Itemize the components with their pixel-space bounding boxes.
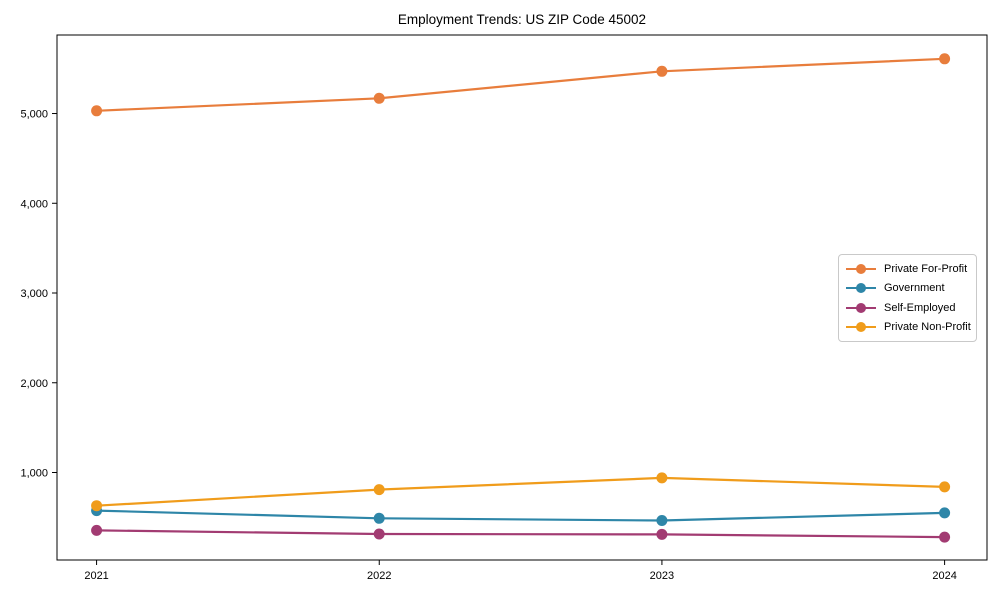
data-point (373, 512, 385, 524)
series-line (96, 509, 945, 522)
x-axis-tick-label: 2024 (932, 570, 956, 582)
data-point (91, 500, 103, 512)
x-axis-tick-label: 2022 (367, 570, 391, 582)
legend-item: Private For-Profit (846, 259, 969, 279)
data-point (939, 507, 951, 519)
y-axis-tick-label: 3,000 (20, 288, 48, 300)
legend-label: Government (884, 282, 945, 295)
data-point (939, 53, 951, 65)
series-line (96, 529, 945, 539)
chart-title: Employment Trends: US ZIP Code 45002 (397, 12, 647, 27)
legend-line-marker-icon (846, 322, 876, 333)
legend-line-marker-icon (846, 283, 876, 294)
data-point (656, 65, 668, 77)
data-point (91, 524, 103, 536)
axes-spines (56, 34, 988, 561)
legend-line-marker-icon (846, 263, 876, 274)
data-point (656, 472, 668, 484)
x-axis-tick-label: 2021 (84, 570, 108, 582)
data-point (373, 528, 385, 540)
y-axis-tick-label: 4,000 (20, 198, 48, 210)
x-axis-tick-label: 2023 (650, 570, 674, 582)
legend-label: Private For-Profit (884, 262, 968, 275)
data-point (91, 105, 103, 117)
legend-label: Self-Employed (884, 301, 956, 314)
legend-item: Self-Employed (846, 298, 969, 318)
series-line (96, 57, 945, 112)
legend-line-marker-icon (846, 302, 876, 313)
y-axis-tick-label: 2,000 (20, 378, 48, 390)
legend-label: Private Non-Profit (884, 321, 971, 334)
data-point (939, 481, 951, 493)
y-axis-tick-label: 1,000 (20, 468, 48, 480)
data-point (373, 92, 385, 104)
data-point (656, 515, 668, 526)
legend: Private For-Profit Government Self-Employe… (838, 254, 977, 342)
y-axis-tick-label: 5,000 (20, 109, 48, 121)
data-point (939, 531, 951, 543)
legend-item: Private Non-Profit (846, 318, 971, 338)
data-point (656, 528, 668, 540)
series-line (96, 476, 945, 507)
data-point (373, 484, 385, 496)
legend-item: Government (846, 279, 969, 299)
